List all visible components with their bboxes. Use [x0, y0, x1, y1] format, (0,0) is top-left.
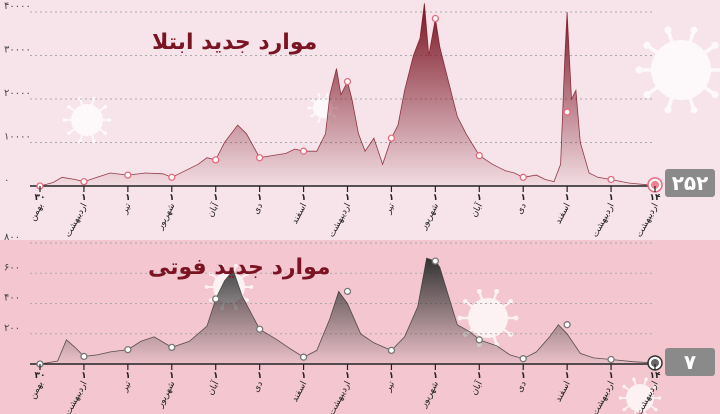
- cases-background: [0, 0, 720, 240]
- cases-x-tick-day: ۱: [433, 193, 439, 203]
- cases-data-point: [563, 108, 571, 116]
- deaths-x-tick-day: ۱: [433, 371, 439, 381]
- deaths-x-tick-day: ۱: [301, 371, 307, 381]
- cases-data-point: [387, 134, 396, 142]
- cases-x-tick-month: دی: [251, 202, 265, 216]
- cases-x-tick-day: ۱: [520, 193, 526, 203]
- deaths-y-tick-label: ۶۰۰: [4, 262, 20, 273]
- deaths-data-point: [343, 287, 352, 296]
- deaths-virus-icon-1: [457, 288, 519, 348]
- cases-data-point: [343, 77, 352, 86]
- cases-y-tick-label: ۱۰۰۰۰: [4, 132, 31, 143]
- deaths-data-point: [431, 257, 440, 265]
- deaths-data-point: [387, 346, 396, 355]
- deaths-data-point: [563, 321, 571, 329]
- deaths-data-point: [607, 355, 615, 364]
- deaths-data-point: [80, 352, 88, 361]
- deaths-x-tick-month: تیر: [383, 379, 397, 394]
- deaths-x-tick-day: ۱: [213, 371, 219, 381]
- cases-x-tick-month: تیر: [383, 201, 397, 216]
- deaths-x-tick-day: ۱: [169, 371, 175, 381]
- deaths-data-point: [299, 353, 308, 361]
- cases-data-point: [80, 177, 88, 186]
- deaths-x-tick-month: تیر: [119, 379, 133, 394]
- deaths-x-tick-day: ۱: [81, 371, 87, 381]
- cases-x-tick-day: ۳۰: [35, 193, 46, 203]
- cases-y-tick-label: ۰: [4, 175, 9, 186]
- cases-area: [40, 3, 655, 186]
- deaths-x-tick-month: دی: [251, 380, 265, 394]
- cases-x-tick-month: دی: [515, 202, 529, 216]
- deaths-x-tick-day: ۱: [564, 371, 570, 381]
- cases-data-point: [299, 147, 308, 155]
- deaths-x-tick-day: ۱: [520, 371, 526, 381]
- deaths-y-tick-label: ۴۰۰: [4, 293, 20, 304]
- deaths-x-tick-day: ۱: [345, 371, 351, 381]
- cases-x-tick-day: ۱: [564, 193, 570, 203]
- deaths-data-point: [212, 295, 220, 303]
- deaths-chart-title: موارد جدید فوتی: [148, 255, 331, 280]
- cases-latest-badge: ۲۵۲: [665, 169, 715, 197]
- cases-x-tick-day: ۱: [345, 193, 351, 203]
- deaths-x-tick-day: ۱۴: [650, 371, 661, 381]
- cases-x-tick-day: ۱: [213, 193, 219, 203]
- deaths-y-tick-label: ۲۰۰: [4, 323, 20, 334]
- deaths-data-point: [124, 345, 132, 354]
- deaths-x-tick-month: دی: [515, 380, 529, 394]
- deaths-x-tick-day: ۱: [608, 371, 614, 381]
- deaths-latest-badge: ۷: [665, 348, 715, 376]
- cases-data-point: [519, 173, 527, 181]
- cases-latest-marker: [651, 180, 659, 189]
- deaths-virus-icon-2: [618, 377, 662, 414]
- cases-data-point: [475, 151, 483, 160]
- cases-x-tick-day: ۱: [301, 193, 307, 203]
- cases-y-tick-label: ۴۰۰۰۰: [4, 1, 31, 12]
- deaths-data-point: [519, 355, 527, 363]
- deaths-series-line: [39, 257, 656, 365]
- cases-x-tick-day: ۱: [477, 193, 483, 203]
- cases-data-point: [431, 14, 440, 23]
- deaths-x-tick-day: ۱: [477, 371, 483, 381]
- cases-data-point: [607, 175, 615, 184]
- cases-x-tick-day: ۱: [389, 193, 395, 203]
- deaths-data-point: [168, 343, 176, 352]
- cases-virus-icon-2: [635, 26, 720, 114]
- deaths-x-tick-day: ۱: [389, 371, 395, 381]
- deaths-x-tick-day: ۱: [125, 371, 131, 381]
- cases-data-point: [255, 154, 264, 162]
- cases-x-tick-day: ۱: [125, 193, 131, 203]
- cases-y-tick-label: ۳۰۰۰۰: [4, 45, 31, 56]
- cases-y-tick-label: ۲۰۰۰۰: [4, 88, 31, 99]
- cases-data-point: [212, 156, 220, 164]
- cases-x-tick-day: ۱: [257, 193, 263, 203]
- deaths-latest-marker: [651, 358, 659, 367]
- deaths-x-tick-day: ۱: [257, 371, 263, 381]
- cases-series-line: [39, 3, 656, 187]
- deaths-data-point: [475, 336, 483, 344]
- deaths-x-tick-day: ۳۰: [35, 371, 46, 381]
- cases-data-point: [168, 173, 176, 181]
- cases-chart-title: موارد جدید ابتلا: [152, 30, 318, 55]
- deaths-background: [0, 240, 720, 414]
- deaths-area: [40, 258, 655, 364]
- cases-x-tick-day: ۱: [169, 193, 175, 203]
- cases-x-tick-day: ۱: [608, 193, 614, 203]
- deaths-y-tick-label: ۸۰۰: [4, 232, 20, 243]
- cases-x-tick-day: ۱۴: [650, 193, 661, 203]
- cases-x-tick-month: تیر: [119, 201, 133, 216]
- cases-x-tick-day: ۱: [81, 193, 87, 203]
- cases-chart: ۰۱۰۰۰۰۲۰۰۰۰۳۰۰۰۰۴۰۰۰۰۳۰بهمن۱اردیبهشت۱تیر…: [0, 0, 720, 240]
- deaths-data-point: [255, 325, 264, 333]
- cases-data-point: [124, 171, 132, 179]
